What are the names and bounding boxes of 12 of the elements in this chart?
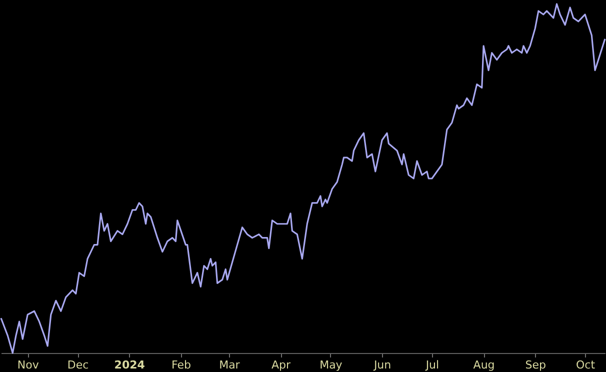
- x-tick-label: Aug: [473, 358, 495, 372]
- x-tick-label: Mar: [219, 358, 240, 372]
- x-tick-label: Nov: [17, 358, 40, 372]
- x-tick-label: 2024: [114, 358, 146, 372]
- x-tick-label: Apr: [272, 358, 292, 372]
- x-tick-label: Jun: [372, 358, 392, 372]
- x-tick-label: Jul: [424, 358, 440, 372]
- x-tick-label: Dec: [67, 358, 89, 372]
- x-tick-label: Feb: [171, 358, 191, 372]
- x-tick-label: Sep: [525, 358, 546, 372]
- x-tick-label: Oct: [576, 358, 596, 372]
- x-tick-label: May: [320, 358, 343, 372]
